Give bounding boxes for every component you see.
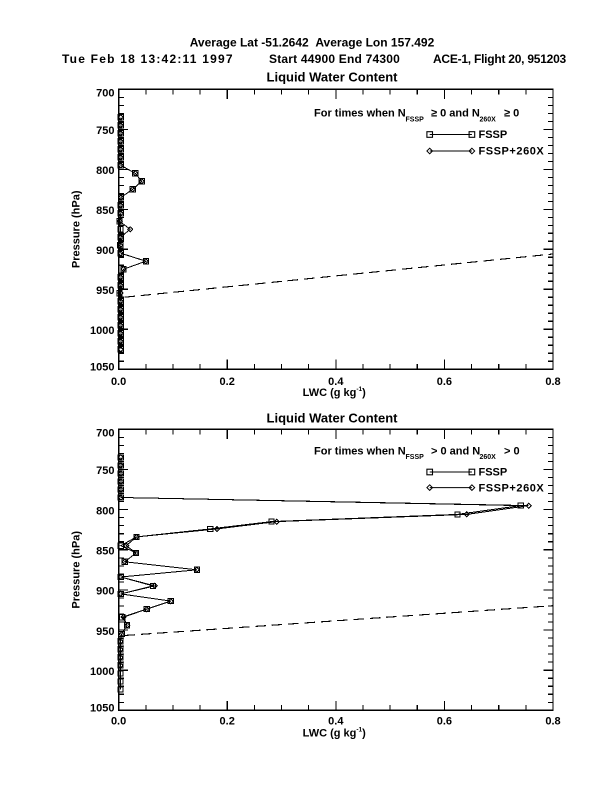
svg-text:260X: 260X — [480, 116, 497, 123]
svg-text:850: 850 — [96, 205, 114, 217]
svg-text:LWC (g kg-1): LWC (g kg-1) — [303, 726, 367, 739]
svg-text:Pressure (hPa): Pressure (hPa) — [71, 190, 83, 268]
svg-text:Average Lat -51.2642 Average: Average Lat -51.2642 Average Lon 157.492 — [190, 35, 435, 49]
svg-text:0.4: 0.4 — [328, 376, 344, 388]
svg-text:0.8: 0.8 — [545, 376, 560, 388]
svg-text:900: 900 — [96, 586, 114, 598]
svg-text:0.6: 0.6 — [437, 716, 452, 728]
svg-text:0.8: 0.8 — [545, 716, 560, 728]
svg-text:≥ 0 and N: ≥ 0 and N — [431, 108, 480, 120]
svg-text:0.2: 0.2 — [220, 716, 235, 728]
svg-text:FSSP+260X: FSSP+260X — [479, 146, 545, 158]
svg-text:1000: 1000 — [90, 666, 114, 678]
svg-text:1000: 1000 — [90, 325, 114, 337]
svg-text:700: 700 — [96, 88, 114, 100]
svg-text:750: 750 — [96, 465, 114, 477]
svg-text:850: 850 — [96, 546, 114, 558]
svg-text:FSSP+260X: FSSP+260X — [479, 482, 545, 494]
svg-text:950: 950 — [96, 285, 114, 297]
svg-text:≥ 0: ≥ 0 — [504, 108, 519, 120]
svg-text:Pressure (hPa): Pressure (hPa) — [71, 531, 83, 609]
svg-text:For times when N: For times when N — [314, 445, 406, 457]
svg-text:LWC (g kg-1): LWC (g kg-1) — [303, 386, 367, 399]
svg-text:FSSP: FSSP — [479, 129, 508, 141]
svg-text:FSSP: FSSP — [479, 467, 508, 479]
svg-text:800: 800 — [96, 505, 114, 517]
svg-text:950: 950 — [96, 626, 114, 638]
svg-text:0.6: 0.6 — [437, 376, 452, 388]
svg-text:0.0: 0.0 — [111, 376, 126, 388]
svg-text:700: 700 — [96, 428, 114, 440]
svg-text:750: 750 — [96, 125, 114, 137]
svg-text:800: 800 — [96, 165, 114, 177]
svg-text:> 0 and N: > 0 and N — [431, 445, 480, 457]
svg-text:For times when N: For times when N — [314, 108, 406, 120]
svg-text:0.4: 0.4 — [328, 716, 344, 728]
svg-text:0.2: 0.2 — [220, 376, 235, 388]
svg-text:Liquid Water Content: Liquid Water Content — [267, 410, 399, 425]
svg-text:FSSP: FSSP — [406, 454, 425, 461]
svg-text:Liquid Water Content: Liquid Water Content — [267, 69, 399, 84]
svg-text:1050: 1050 — [90, 702, 114, 714]
svg-text:1050: 1050 — [90, 361, 114, 373]
svg-text:Start 44900 End 74300: Start 44900 End 74300 — [269, 52, 400, 66]
svg-text:260X: 260X — [480, 454, 497, 461]
svg-text:> 0: > 0 — [504, 445, 520, 457]
svg-text:FSSP: FSSP — [406, 116, 425, 123]
svg-text:0.0: 0.0 — [111, 716, 126, 728]
svg-text:ACE-1, Flight 20, 951203: ACE-1, Flight 20, 951203 — [433, 52, 567, 66]
svg-text:Tue Feb 18 13:42:11 1997: Tue Feb 18 13:42:11 1997 — [62, 52, 234, 66]
svg-text:900: 900 — [96, 245, 114, 257]
